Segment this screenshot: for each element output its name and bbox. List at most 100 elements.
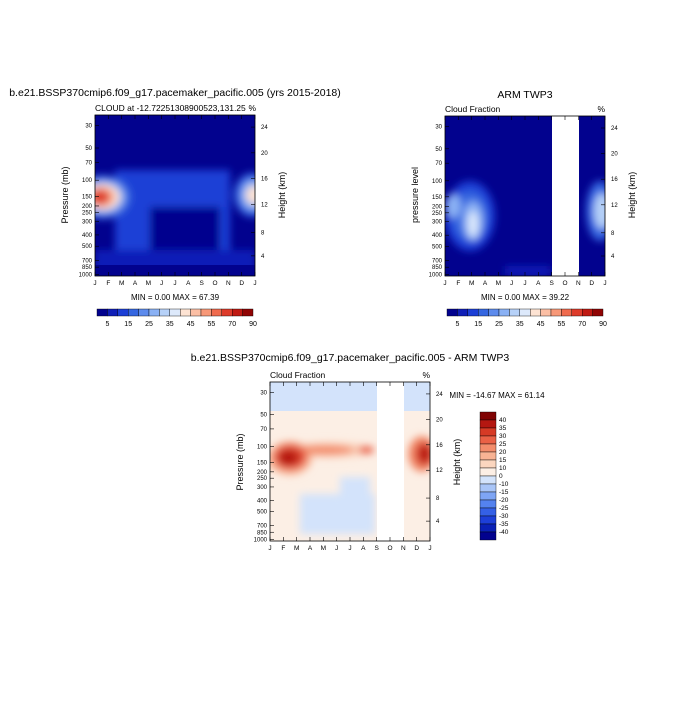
x-tick-label: A bbox=[308, 545, 313, 552]
x-tick-label: J bbox=[268, 545, 271, 552]
x-tick-label: D bbox=[239, 280, 244, 287]
x-tick-label: F bbox=[281, 545, 285, 552]
colorbar-swatch bbox=[479, 531, 497, 541]
colorbar-swatch bbox=[571, 308, 583, 317]
y-tick-label: 1000 bbox=[254, 537, 268, 543]
y-tick-label: 700 bbox=[257, 524, 268, 530]
x-tick-label: A bbox=[536, 280, 541, 287]
y-tick-label: 250 bbox=[82, 210, 93, 216]
panel-diff-left-label: Cloud Fraction bbox=[270, 370, 326, 380]
colorbar-swatch bbox=[96, 308, 108, 317]
colorbar-swatch bbox=[478, 308, 489, 317]
colorbar-swatch bbox=[190, 308, 202, 317]
panel-diff-field bbox=[270, 382, 430, 541]
y-tick-label: 700 bbox=[432, 258, 443, 264]
y-right-tick-label: 24 bbox=[261, 125, 268, 131]
panel-obs-stats: MIN = 0.00 MAX = 39.22 bbox=[481, 293, 570, 302]
y-tick-label: 1000 bbox=[429, 272, 443, 278]
x-tick-label: M bbox=[321, 545, 326, 552]
colorbar-swatch bbox=[479, 443, 497, 453]
colorbar-swatch bbox=[540, 308, 552, 317]
x-tick-label: O bbox=[212, 280, 217, 287]
x-tick-label: D bbox=[589, 280, 594, 287]
panel-model-ylabel-right: Height (km) bbox=[277, 172, 287, 219]
colorbar-label: 25 bbox=[145, 321, 153, 328]
colorbar-swatch bbox=[479, 459, 497, 469]
y-tick-label: 100 bbox=[257, 444, 268, 450]
panel-obs-ylabel: pressure level bbox=[410, 167, 420, 223]
colorbar-label: -20 bbox=[499, 497, 509, 504]
y-right-tick-label: 8 bbox=[261, 231, 265, 237]
y-tick-label: 30 bbox=[435, 124, 442, 130]
colorbar-label: 0 bbox=[499, 473, 503, 480]
x-tick-label: J bbox=[253, 280, 256, 287]
colorbar-label: 35 bbox=[499, 425, 507, 432]
colorbar-swatch bbox=[479, 499, 497, 509]
y-tick-label: 250 bbox=[257, 476, 268, 482]
y-right-tick-label: 4 bbox=[436, 519, 440, 525]
colorbar-swatch bbox=[479, 491, 497, 501]
colorbar-swatch bbox=[179, 308, 191, 317]
y-right-tick-label: 8 bbox=[611, 231, 615, 237]
x-tick-label: J bbox=[523, 280, 526, 287]
x-tick-label: J bbox=[510, 280, 513, 287]
panel-diff-title: b.e21.BSSP370cmip6.f09_g17.pacemaker_pac… bbox=[191, 352, 510, 364]
x-tick-label: S bbox=[199, 280, 204, 287]
colorbar-swatch bbox=[231, 308, 243, 317]
y-right-tick-label: 20 bbox=[436, 417, 443, 423]
colorbar-label: 5 bbox=[455, 321, 459, 328]
colorbar-swatch bbox=[467, 308, 479, 317]
colorbar-label: 5 bbox=[105, 321, 109, 328]
colorbar-swatch bbox=[242, 308, 254, 317]
y-tick-label: 300 bbox=[257, 485, 268, 491]
colorbar-swatch bbox=[200, 308, 212, 317]
colorbar-label: 40 bbox=[499, 417, 507, 424]
colorbar-swatch bbox=[530, 308, 541, 317]
colorbar-swatch bbox=[509, 308, 520, 317]
colorbar-swatch bbox=[211, 308, 222, 317]
x-tick-label: J bbox=[160, 280, 163, 287]
colorbar-swatch bbox=[221, 308, 233, 317]
x-tick-label: O bbox=[387, 545, 392, 552]
y-tick-label: 200 bbox=[257, 470, 268, 476]
colorbar-swatch bbox=[550, 308, 562, 317]
colorbar-label: 90 bbox=[249, 321, 257, 328]
x-tick-label: S bbox=[549, 280, 554, 287]
colorbar-swatch bbox=[479, 435, 497, 445]
y-right-tick-label: 12 bbox=[611, 203, 618, 209]
y-tick-label: 400 bbox=[82, 233, 93, 239]
y-tick-label: 400 bbox=[257, 498, 268, 504]
y-tick-label: 200 bbox=[432, 204, 443, 210]
y-tick-label: 500 bbox=[257, 510, 268, 516]
y-right-tick-label: 12 bbox=[261, 202, 268, 208]
colorbar-swatch bbox=[479, 507, 497, 517]
y-tick-label: 500 bbox=[432, 244, 443, 250]
colorbar-label: -15 bbox=[499, 489, 509, 496]
y-tick-label: 200 bbox=[82, 204, 93, 210]
colorbar-label: 70 bbox=[228, 321, 236, 328]
colorbar-label: 30 bbox=[499, 433, 507, 440]
panel-diff-right-label: % bbox=[422, 370, 430, 380]
y-tick-label: 150 bbox=[432, 195, 443, 201]
panel-model: b.e21.BSSP370cmip6.f09_g17.pacemaker_pac… bbox=[9, 87, 341, 328]
colorbar-label: -35 bbox=[499, 521, 509, 528]
colorbar-label: 15 bbox=[474, 321, 482, 328]
x-tick-label: M bbox=[119, 280, 124, 287]
colorbar-swatch bbox=[582, 308, 593, 317]
y-tick-label: 50 bbox=[435, 147, 442, 153]
y-tick-label: 70 bbox=[260, 427, 267, 433]
x-tick-label: J bbox=[428, 545, 431, 552]
panel-model-left-label: CLOUD at -12.72251308900523,131.25 bbox=[95, 103, 246, 113]
x-tick-label: F bbox=[106, 280, 110, 287]
panel-obs-left-label: Cloud Fraction bbox=[445, 104, 501, 114]
colorbar-label: 25 bbox=[495, 321, 503, 328]
colorbar-label: -30 bbox=[499, 513, 509, 520]
y-right-tick-label: 20 bbox=[611, 152, 618, 158]
colorbar-label: -25 bbox=[499, 505, 509, 512]
colorbar-swatch bbox=[488, 308, 500, 317]
colorbar-label: 35 bbox=[166, 321, 174, 328]
y-tick-label: 500 bbox=[82, 244, 93, 250]
y-tick-label: 150 bbox=[257, 460, 268, 466]
x-tick-label: N bbox=[576, 280, 581, 287]
colorbar-swatch bbox=[479, 523, 497, 533]
